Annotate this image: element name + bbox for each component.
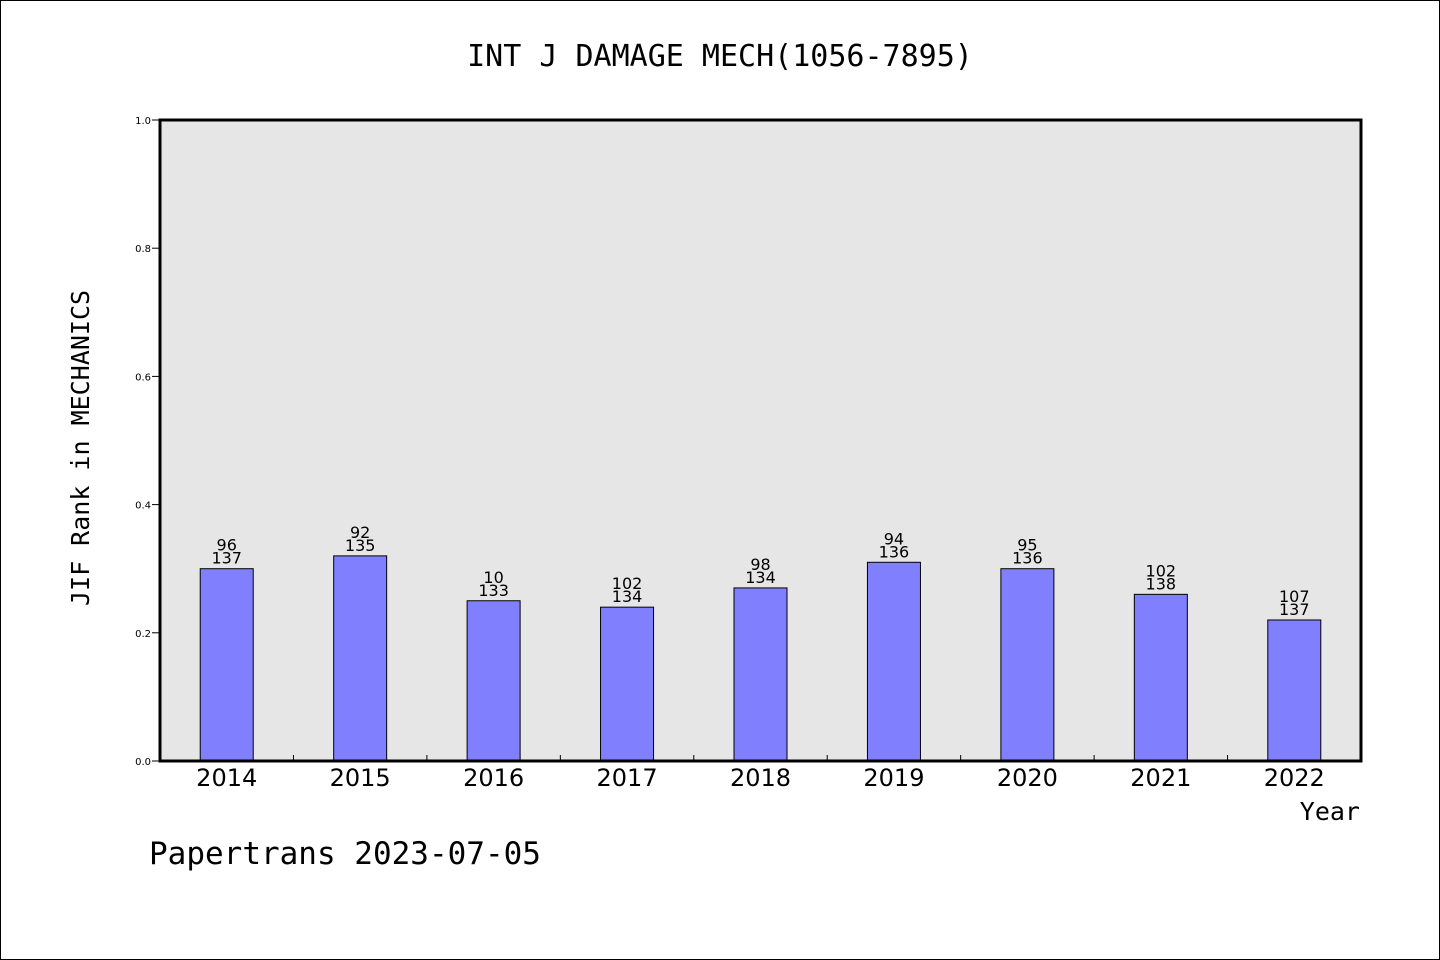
bar-rank-label: 107: [1279, 587, 1310, 606]
y-tick-label: 0.2: [135, 629, 151, 640]
y-tick-label: 1.0: [135, 116, 151, 127]
bar-total-label: 133: [478, 581, 509, 600]
bar-total-label: 134: [612, 587, 643, 606]
y-tick-label: 0.6: [135, 372, 151, 383]
bar-total-label: 136: [879, 542, 910, 561]
bar-2017: [600, 606, 655, 762]
bar-2018: [733, 587, 788, 762]
bar-rank-label: 102: [1146, 561, 1177, 580]
y-tick-label: 0.4: [135, 501, 151, 512]
bar-2014: [199, 568, 254, 762]
plot-border: [158, 118, 1363, 763]
bar-2019: [866, 561, 921, 762]
bar-2015: [333, 555, 388, 762]
bar-rank-label: 102: [612, 574, 643, 593]
y-axis-label: JIF Rank in MECHANICS: [66, 290, 95, 606]
footer-credit: Papertrans 2023-07-05: [149, 836, 541, 872]
bar-rank-label: 98: [750, 555, 770, 574]
bar-rank-label: 92: [350, 523, 370, 542]
bar-2021: [1133, 593, 1188, 762]
x-tick-label: 2018: [730, 764, 791, 792]
bar-2022: [1267, 619, 1322, 762]
bar-2016: [466, 600, 521, 762]
bar-rank-label: 94: [884, 529, 904, 548]
x-tick-label: 2014: [196, 764, 257, 792]
bar-total-label: 136: [1012, 549, 1043, 568]
x-tick-label: 2019: [863, 764, 924, 792]
bars-layer: [199, 555, 1322, 762]
bar-total-label: 138: [1146, 574, 1177, 593]
x-tick-label: 2016: [463, 764, 524, 792]
bar-rank-label: 10: [483, 568, 503, 587]
x-axis-label: Year: [1300, 797, 1360, 826]
y-tick-label: 0.8: [135, 244, 151, 255]
bar-total-label: 137: [1279, 600, 1310, 619]
x-tick-label: 2017: [597, 764, 658, 792]
bar-total-label: 134: [745, 568, 776, 587]
x-tick-label: 2015: [330, 764, 391, 792]
bar-rank-label: 95: [1017, 536, 1037, 555]
x-tick-label: 2020: [997, 764, 1058, 792]
x-tick-label: 2021: [1130, 764, 1191, 792]
bar-total-label: 135: [345, 536, 376, 555]
chart-title: INT J DAMAGE MECH(1056-7895): [467, 39, 973, 74]
bar-2020: [1000, 568, 1055, 762]
y-tick-label: 0.0: [135, 757, 151, 768]
bar-total-label: 137: [211, 549, 242, 568]
labels-layer: 0.00.20.40.60.81.09613720149213520151013…: [135, 116, 1325, 792]
x-tick-label: 2022: [1264, 764, 1325, 792]
bar-rank-label: 96: [217, 536, 237, 555]
